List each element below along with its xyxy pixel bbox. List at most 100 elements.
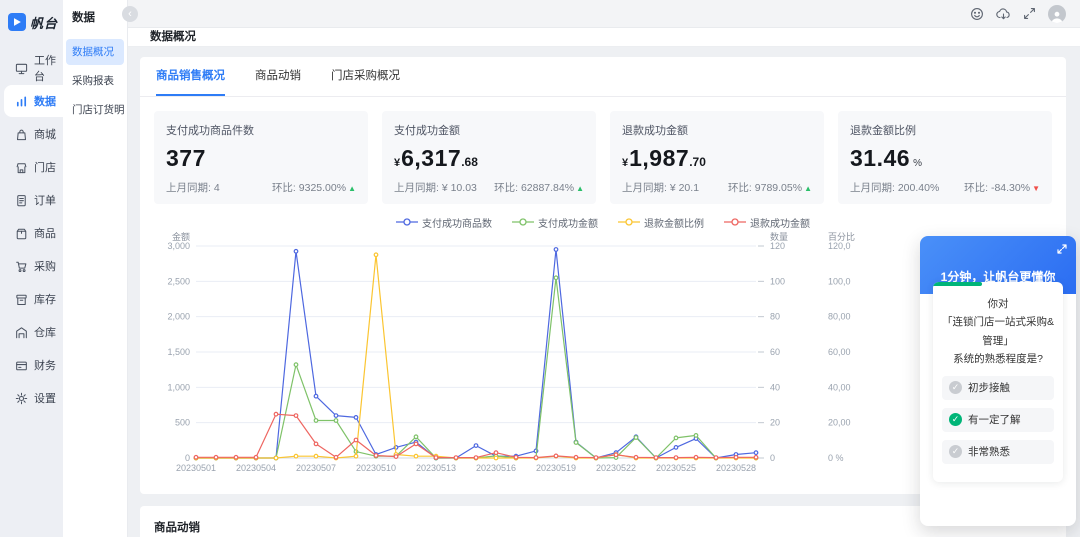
breadcrumb: 数据概况 bbox=[128, 28, 1080, 47]
chart-legend: 支付成功商品数 支付成功金额 退款金额比例 退款成功金额 bbox=[140, 214, 1066, 230]
svg-text:100: 100 bbox=[770, 276, 785, 286]
stat-prev-period: 上月同期: 200.40% bbox=[850, 182, 940, 194]
purchase-icon bbox=[15, 260, 28, 273]
tab-3[interactable]: 门店采购概况 bbox=[331, 70, 400, 82]
stat-footer: 上月同期: 200.40% 环比: -84.30% ▼ bbox=[850, 180, 1040, 195]
sidebar-item-workbench[interactable]: 工作台 bbox=[4, 52, 63, 84]
submenu-item-purchase-report[interactable]: 采购报表 bbox=[72, 75, 114, 87]
survey-question: 你对 「连锁门店一站式采购&管理」 系统的熟悉程度是? bbox=[941, 298, 1054, 366]
stat-value: 31.46% bbox=[850, 145, 922, 171]
legend-item-4[interactable]: 退款成功金额 bbox=[724, 215, 810, 230]
submenu-item-data-overview[interactable]: 数据概况 bbox=[66, 39, 124, 65]
sidebar-item-label: 商城 bbox=[34, 129, 56, 141]
legend-item-1[interactable]: 支付成功商品数 bbox=[396, 215, 492, 230]
sidebar-item-label: 门店 bbox=[34, 162, 56, 174]
sidebar-item-purchase[interactable]: 采购 bbox=[4, 250, 63, 282]
svg-text:500: 500 bbox=[175, 418, 190, 428]
sidebar-item-inventory[interactable]: 库存 bbox=[4, 283, 63, 315]
sales-overview-card: 商品销售概况 商品动销 门店采购概况 支付成功商品件数 377 上月同期: 4 环比: 9… bbox=[140, 57, 1066, 494]
legend-marker bbox=[512, 218, 534, 226]
trend-up-icon: ▲ bbox=[348, 184, 356, 193]
tab-1[interactable]: 商品销售概况 bbox=[156, 57, 225, 96]
stat-card-1: 支付成功商品件数 377 上月同期: 4 环比: 9325.00% ▲ bbox=[154, 111, 368, 204]
stat-ratio: 环比: 9325.00% ▲ bbox=[271, 182, 356, 194]
sidebar-item-store[interactable]: 门店 bbox=[4, 151, 63, 183]
sidebar-item-product[interactable]: 商品 bbox=[4, 217, 63, 249]
sidebar-item-finance[interactable]: 财务 bbox=[4, 349, 63, 381]
check-circle-icon: ✓ bbox=[949, 445, 962, 458]
survey-options: ✓ 初步接触 ✓ 有一定了解 ✓ 非常熟悉 bbox=[933, 374, 1063, 474]
submenu-item-store-order-detail[interactable]: 门店订货明细 bbox=[72, 104, 124, 116]
secondary-sidebar: 数据 数据概况采购报表门店订货明细 bbox=[63, 0, 128, 537]
svg-text:2,000: 2,000 bbox=[167, 312, 190, 322]
survey-option-3[interactable]: ✓ 非常熟悉 bbox=[942, 439, 1054, 464]
sidebar-nav: 工作台 数据商城门店订单商品采购库存 仓库 财务 设置 bbox=[0, 52, 63, 414]
svg-text:2,500: 2,500 bbox=[167, 276, 190, 286]
survey-popup: 1分钟，让帆台更懂你 你对 「连锁门店一站式采购&管理」 系统的熟悉程度是? ✓… bbox=[920, 236, 1076, 526]
svg-text:3,000: 3,000 bbox=[167, 241, 190, 251]
cloud-download-icon[interactable] bbox=[996, 7, 1011, 21]
stat-value: ¥6,317.68 bbox=[394, 145, 478, 171]
fullscreen-icon[interactable] bbox=[1023, 7, 1036, 20]
stat-card-2: 支付成功金额 ¥6,317.68 上月同期: ¥ 10.03 环比: 62887.84… bbox=[382, 111, 596, 204]
svg-text:80: 80 bbox=[770, 312, 780, 322]
stat-ratio: 环比: -84.30% ▼ bbox=[964, 182, 1040, 194]
sidebar-item-mall[interactable]: 商城 bbox=[4, 118, 63, 150]
stat-prev-period: 上月同期: ¥ 20.1 bbox=[622, 182, 700, 194]
stat-footer: 上月同期: ¥ 20.1 环比: 9789.05% ▲ bbox=[622, 180, 812, 195]
stat-value: ¥1,987.70 bbox=[622, 145, 706, 171]
survey-title: 1分钟，让帆台更懂你 bbox=[940, 270, 1056, 284]
stat-cards-row: 支付成功商品件数 377 上月同期: 4 环比: 9325.00% ▲ 支付成功金额 ¥6,… bbox=[140, 97, 1066, 204]
sidebar-item-label: 商品 bbox=[34, 228, 56, 240]
smiley-icon[interactable] bbox=[970, 7, 984, 21]
stat-title: 退款成功金额 bbox=[622, 125, 688, 137]
svg-text:100,0: 100,0 bbox=[828, 276, 851, 286]
app-logo[interactable]: 帆台 bbox=[0, 0, 63, 44]
svg-text:20: 20 bbox=[770, 418, 780, 428]
svg-text:20,00: 20,00 bbox=[828, 418, 851, 428]
survey-option-2[interactable]: ✓ 有一定了解 bbox=[942, 407, 1054, 432]
mall-icon bbox=[15, 128, 28, 141]
overview-tabs: 商品销售概况 商品动销 门店采购概况 bbox=[140, 57, 1066, 97]
stat-title: 支付成功金额 bbox=[394, 125, 460, 137]
sidebar-item-data[interactable]: 数据 bbox=[4, 85, 63, 117]
collapse-sidebar-button[interactable]: ‹ bbox=[122, 6, 138, 22]
data-icon bbox=[15, 95, 28, 108]
svg-text:1,500: 1,500 bbox=[167, 347, 190, 357]
trend-up-icon: ▲ bbox=[804, 184, 812, 193]
check-circle-icon: ✓ bbox=[949, 381, 962, 394]
svg-text:金额: 金额 bbox=[172, 232, 190, 242]
finance-icon bbox=[15, 359, 28, 372]
expand-icon[interactable] bbox=[1057, 244, 1067, 254]
stat-prev-period: 上月同期: 4 bbox=[166, 182, 220, 194]
legend-item-3[interactable]: 退款金额比例 bbox=[618, 215, 704, 230]
stat-footer: 上月同期: 4 环比: 9325.00% ▲ bbox=[166, 180, 356, 195]
sales-overview-chart: 金额 数量 百分比 0 0 0 % 500 20 20,00 1,000 40 40,00 1,500 6… bbox=[167, 232, 855, 473]
trend-up-icon: ▲ bbox=[576, 184, 584, 193]
settings-icon bbox=[15, 392, 28, 405]
user-avatar[interactable] bbox=[1048, 4, 1066, 23]
store-icon bbox=[15, 161, 28, 174]
survey-option-1[interactable]: ✓ 初步接触 bbox=[942, 375, 1054, 400]
legend-item-2[interactable]: 支付成功金额 bbox=[512, 215, 598, 230]
section-title: 商品动销 bbox=[154, 522, 200, 534]
svg-text:60: 60 bbox=[770, 347, 780, 357]
sidebar-item-warehouse[interactable]: 仓库 bbox=[4, 316, 63, 348]
svg-text:0: 0 bbox=[185, 453, 190, 463]
survey-progress-bar bbox=[933, 282, 983, 286]
svg-text:20230507: 20230507 bbox=[296, 463, 336, 473]
svg-text:0: 0 bbox=[770, 453, 775, 463]
stat-card-3: 退款成功金额 ¥1,987.70 上月同期: ¥ 20.1 环比: 9789.05% ▲ bbox=[610, 111, 824, 204]
svg-text:20230522: 20230522 bbox=[596, 463, 636, 473]
sidebar-item-order[interactable]: 订单 bbox=[4, 184, 63, 216]
svg-text:120: 120 bbox=[770, 241, 785, 251]
svg-text:0 %: 0 % bbox=[828, 453, 844, 463]
sidebar-item-settings[interactable]: 设置 bbox=[4, 382, 63, 414]
tab-2[interactable]: 商品动销 bbox=[255, 70, 301, 82]
product-movement-card: 商品动销 bbox=[140, 506, 1066, 537]
svg-text:百分比: 百分比 bbox=[828, 232, 855, 242]
sidebar-item-label: 采购 bbox=[34, 261, 56, 273]
sidebar-item-label: 工作台 bbox=[34, 55, 56, 83]
stat-prev-period: 上月同期: ¥ 10.03 bbox=[394, 182, 477, 194]
legend-marker bbox=[396, 218, 418, 226]
